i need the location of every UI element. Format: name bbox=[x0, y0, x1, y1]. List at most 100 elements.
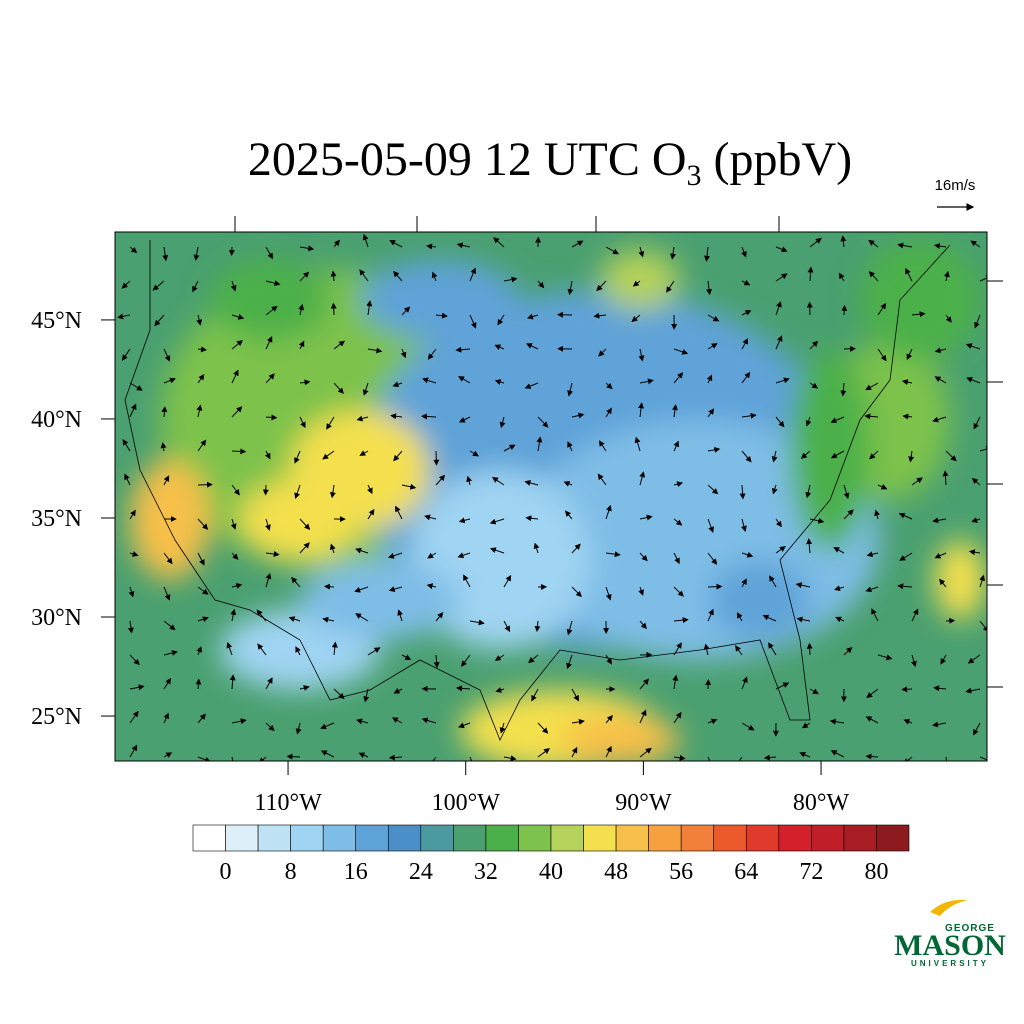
wind-arrow bbox=[354, 586, 369, 593]
wind-arrow bbox=[299, 518, 311, 530]
wind-arrow bbox=[322, 450, 335, 460]
wind-arrow bbox=[197, 439, 207, 452]
wind-arrow bbox=[707, 552, 718, 565]
colorbar-label: 48 bbox=[604, 859, 628, 885]
wind-arrow bbox=[706, 374, 713, 384]
wind-arrow bbox=[456, 242, 471, 249]
wind-arrow bbox=[468, 756, 475, 761]
wind-arrow bbox=[933, 243, 947, 250]
wind-arrow bbox=[571, 586, 582, 598]
wind-arrow bbox=[359, 269, 369, 282]
wind-arrow bbox=[231, 340, 243, 350]
field-blob bbox=[210, 260, 330, 340]
wind-arrow bbox=[898, 512, 913, 520]
field-blob bbox=[600, 250, 680, 310]
wind-arrow bbox=[503, 444, 516, 452]
wind-arrow bbox=[775, 518, 782, 528]
wind-arrow bbox=[971, 477, 981, 486]
wind-arrow bbox=[945, 756, 948, 761]
x-tick-label: 100°W bbox=[432, 790, 501, 816]
wind-arrow bbox=[908, 450, 915, 463]
wind-arrow bbox=[843, 484, 850, 500]
wind-arrow bbox=[571, 240, 584, 248]
wind-arrow bbox=[673, 372, 684, 384]
wind-arrow bbox=[796, 616, 811, 623]
wind-arrow bbox=[322, 616, 335, 623]
y-tick-label: 40°N bbox=[31, 407, 82, 433]
wind-arrow bbox=[775, 416, 785, 428]
wind-arrow bbox=[596, 280, 607, 292]
wind-arrow bbox=[801, 722, 811, 729]
colorbar-box bbox=[322, 824, 357, 852]
wind-arrow bbox=[197, 518, 209, 530]
wind-arrow bbox=[265, 572, 272, 588]
wind-arrow bbox=[805, 416, 812, 427]
wind-arrow bbox=[299, 542, 310, 554]
logo-bottom: UNIVERSITY bbox=[911, 959, 989, 968]
wind-arrow bbox=[231, 756, 234, 761]
field-blob bbox=[240, 480, 360, 560]
wind-arrow bbox=[489, 518, 505, 525]
wind-arrow bbox=[973, 722, 981, 736]
wind-arrow bbox=[231, 718, 247, 725]
wind-arrow bbox=[571, 412, 585, 419]
wind-arrow bbox=[469, 314, 477, 329]
wind-arrow bbox=[979, 446, 987, 453]
wind-arrow bbox=[903, 719, 913, 725]
wind-arrow bbox=[230, 608, 237, 622]
wind-arrow bbox=[864, 413, 879, 420]
wind-arrow bbox=[524, 480, 539, 486]
wind-arrow bbox=[393, 270, 403, 282]
colorbar-box bbox=[192, 824, 226, 852]
wind-arrow bbox=[503, 574, 512, 588]
wind-arrow bbox=[571, 688, 579, 702]
logo-top: GEORGE bbox=[945, 923, 995, 934]
wind-arrow bbox=[638, 348, 645, 362]
wind-arrow bbox=[329, 543, 336, 554]
wind-arrow bbox=[865, 382, 879, 391]
wind-arrow bbox=[670, 246, 676, 260]
field-blobs bbox=[130, 240, 985, 761]
wind-arrow bbox=[939, 578, 947, 588]
wind-arrow bbox=[362, 233, 369, 248]
field-blob bbox=[130, 460, 210, 580]
wind-arrow bbox=[605, 504, 612, 520]
wind-arrow bbox=[593, 312, 607, 319]
wind-arrow bbox=[400, 348, 407, 359]
wind-arrow bbox=[567, 441, 573, 452]
wind-arrow bbox=[455, 346, 471, 353]
wind-arrow bbox=[673, 711, 682, 724]
wind-arrow bbox=[163, 586, 171, 601]
wind-arrow bbox=[741, 676, 748, 690]
wind-arrow bbox=[775, 246, 788, 253]
colorbar-box bbox=[583, 824, 617, 852]
colorbar-box bbox=[843, 824, 877, 852]
wind-arrow bbox=[706, 280, 713, 296]
wind-arrow bbox=[741, 551, 754, 558]
wind-arrow bbox=[707, 343, 718, 350]
wind-arrow bbox=[903, 756, 913, 761]
wind-arrow bbox=[426, 583, 437, 590]
wind-arrow bbox=[741, 371, 751, 384]
wind-arrow bbox=[566, 654, 573, 670]
wind-arrow bbox=[970, 240, 981, 248]
wind-arrow bbox=[809, 340, 819, 350]
x-tick-label: 110°W bbox=[254, 790, 322, 816]
wind-arrow bbox=[294, 450, 301, 464]
wind-arrow bbox=[707, 314, 720, 322]
wind-arrow bbox=[265, 518, 271, 531]
wind-arrow bbox=[528, 654, 539, 664]
wind-arrow bbox=[805, 484, 812, 499]
wind-arrow bbox=[299, 271, 310, 282]
wind-arrow bbox=[868, 270, 879, 282]
colorbar-box bbox=[387, 824, 422, 852]
wind-arrow bbox=[865, 753, 879, 760]
wind-arrow bbox=[537, 280, 545, 289]
wind-arrow bbox=[639, 747, 652, 758]
wind-arrow bbox=[503, 276, 518, 283]
wind-arrow bbox=[707, 518, 714, 533]
colorbar-label: 24 bbox=[409, 859, 433, 885]
wind-arrow bbox=[401, 654, 412, 660]
wind-arrow bbox=[195, 678, 202, 690]
wind-arrow bbox=[800, 450, 811, 459]
